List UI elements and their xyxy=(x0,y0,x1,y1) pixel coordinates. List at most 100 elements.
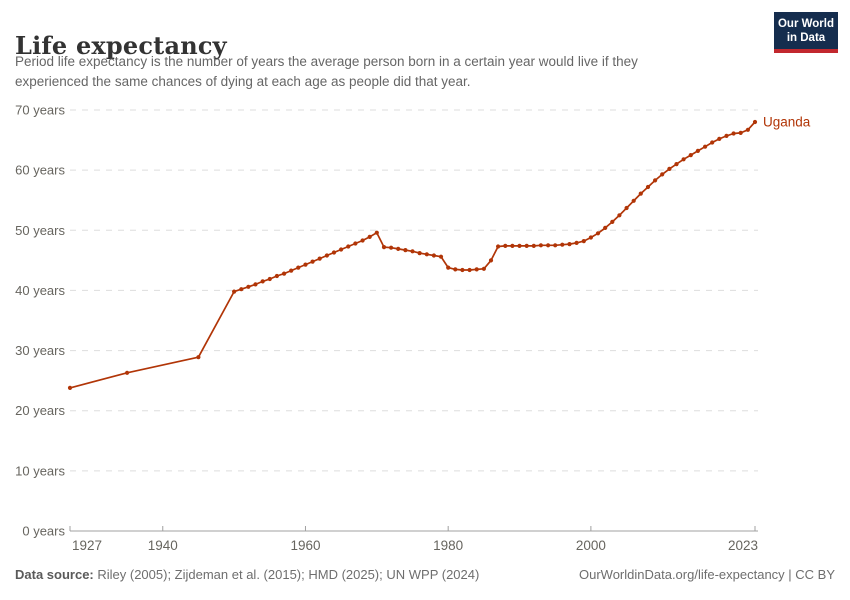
data-point[interactable] xyxy=(324,253,329,258)
data-point[interactable] xyxy=(67,385,73,390)
data-point[interactable] xyxy=(674,162,679,167)
data-point[interactable] xyxy=(724,133,729,138)
data-point[interactable] xyxy=(567,242,572,247)
trend-line[interactable] xyxy=(69,121,756,389)
data-point[interactable] xyxy=(603,225,608,230)
data-point[interactable] xyxy=(667,166,672,171)
data-point[interactable] xyxy=(267,276,272,282)
data-point[interactable] xyxy=(467,267,472,273)
data-point[interactable] xyxy=(752,119,758,125)
data-point[interactable] xyxy=(488,258,494,263)
data-point[interactable] xyxy=(581,239,586,244)
owid-logo[interactable]: Our World in Data xyxy=(774,12,838,53)
data-point[interactable] xyxy=(560,242,565,247)
y-axis-label: 40 years xyxy=(15,283,65,298)
data-point[interactable] xyxy=(431,253,436,258)
x-axis-label: 1927 xyxy=(72,538,102,553)
page-title: Life expectancy xyxy=(15,31,227,61)
data-point[interactable] xyxy=(381,245,387,250)
chart-subtitle-line2: experienced the same chances of dying at… xyxy=(15,74,471,89)
data-point[interactable] xyxy=(610,219,615,224)
chart-subtitle: Period life expectancy is the number of … xyxy=(15,52,638,92)
data-point[interactable] xyxy=(346,244,351,249)
data-point[interactable] xyxy=(574,240,579,245)
data-point[interactable] xyxy=(239,287,244,292)
data-point[interactable] xyxy=(503,243,508,248)
data-point[interactable] xyxy=(553,243,558,248)
data-point[interactable] xyxy=(438,254,444,259)
entity-label[interactable]: Uganda xyxy=(763,115,811,130)
data-point[interactable] xyxy=(631,198,636,203)
data-point[interactable] xyxy=(260,279,265,284)
data-point[interactable] xyxy=(367,234,372,239)
owid-logo-line1: Our World xyxy=(777,18,834,30)
data-point[interactable] xyxy=(710,140,715,145)
y-axis-label: 20 years xyxy=(15,403,65,418)
owid-logo-line2: in Data xyxy=(786,32,826,44)
data-point[interactable] xyxy=(695,148,701,153)
data-point[interactable] xyxy=(396,246,401,251)
data-point[interactable] xyxy=(531,243,536,248)
x-axis-label: 2000 xyxy=(576,538,606,553)
data-point[interactable] xyxy=(638,191,643,196)
footer-license-link[interactable]: OurWorldinData.org/life-expectancy | CC … xyxy=(578,567,835,582)
data-point[interactable] xyxy=(417,251,422,256)
data-point[interactable] xyxy=(496,244,501,249)
data-point[interactable] xyxy=(196,355,201,360)
data-point[interactable] xyxy=(481,266,486,271)
data-point[interactable] xyxy=(474,267,479,272)
data-point[interactable] xyxy=(339,247,344,252)
data-point[interactable] xyxy=(524,243,529,248)
data-point[interactable] xyxy=(253,282,258,287)
y-axis-label: 0 years xyxy=(22,524,65,539)
data-point[interactable] xyxy=(738,130,743,135)
data-point[interactable] xyxy=(246,284,251,289)
data-point[interactable] xyxy=(653,178,658,183)
data-point[interactable] xyxy=(296,265,301,270)
data-point[interactable] xyxy=(446,265,451,270)
data-point[interactable] xyxy=(317,256,322,261)
data-point[interactable] xyxy=(717,136,722,141)
data-point[interactable] xyxy=(282,271,287,276)
data-point[interactable] xyxy=(703,144,708,149)
data-point[interactable] xyxy=(460,267,465,273)
data-point[interactable] xyxy=(546,243,551,248)
data-point[interactable] xyxy=(681,157,686,162)
x-axis-label: 1960 xyxy=(290,538,320,553)
data-point[interactable] xyxy=(731,131,736,136)
data-point[interactable] xyxy=(353,241,358,246)
data-point[interactable] xyxy=(510,243,515,248)
data-point[interactable] xyxy=(374,230,379,235)
data-point[interactable] xyxy=(538,243,544,248)
data-point[interactable] xyxy=(424,252,429,257)
data-point[interactable] xyxy=(410,249,415,254)
data-point[interactable] xyxy=(745,127,751,132)
y-axis-label: 60 years xyxy=(15,163,65,178)
data-point[interactable] xyxy=(125,370,130,375)
data-point[interactable] xyxy=(360,238,365,243)
x-axis-label: 1940 xyxy=(148,538,178,553)
data-point[interactable] xyxy=(660,172,665,177)
data-point[interactable] xyxy=(331,250,337,255)
data-point[interactable] xyxy=(624,205,629,211)
data-point[interactable] xyxy=(303,262,308,267)
data-point[interactable] xyxy=(645,184,651,190)
data-point[interactable] xyxy=(595,231,601,236)
chart-subtitle-line1: Period life expectancy is the number of … xyxy=(15,54,638,69)
data-point[interactable] xyxy=(389,245,394,250)
data-point[interactable] xyxy=(403,248,408,253)
data-point[interactable] xyxy=(517,243,522,248)
y-axis-label: 10 years xyxy=(15,463,65,478)
data-point[interactable] xyxy=(453,267,458,272)
data-point[interactable] xyxy=(310,259,315,264)
data-point[interactable] xyxy=(289,268,294,273)
data-point[interactable] xyxy=(588,235,594,240)
footer-source-text: Riley (2005); Zijdeman et al. (2015); HM… xyxy=(93,567,480,582)
data-point[interactable] xyxy=(274,273,279,279)
data-point[interactable] xyxy=(688,153,693,158)
x-axis-label: 1980 xyxy=(433,538,463,553)
data-point[interactable] xyxy=(232,289,237,294)
data-point[interactable] xyxy=(617,213,622,218)
